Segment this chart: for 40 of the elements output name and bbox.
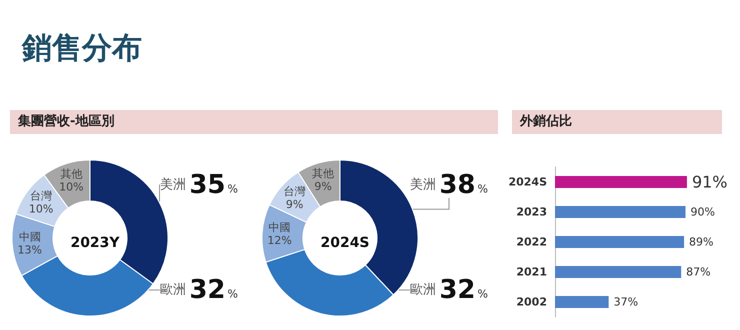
data-label: 87% [686, 266, 711, 278]
data-label: 35% [189, 170, 238, 200]
data-label: 32% [189, 275, 238, 305]
bar [555, 206, 686, 218]
data-label: 37% [614, 296, 638, 308]
text: 2023Y [70, 235, 120, 251]
data-label: 9% [286, 198, 304, 211]
slice-label: 台灣 [30, 189, 52, 202]
y-tick-label: 2022 [516, 236, 547, 248]
slice-label: 美洲 [410, 176, 436, 192]
bar [555, 266, 682, 278]
slice-label: 台灣 [284, 184, 306, 198]
data-label: 9% [314, 180, 332, 193]
slice-label: 其他 [60, 167, 82, 180]
data-label: 90% [690, 206, 715, 218]
data-label: 89% [689, 236, 714, 248]
data-label: 10% [59, 180, 84, 194]
data-label: 12% [267, 234, 292, 248]
y-tick-label: 2021 [516, 266, 547, 278]
data-label: 38% [439, 170, 488, 200]
slice-label: 歐洲 [160, 282, 186, 298]
text: 集團營收-地區別 [10, 110, 498, 134]
y-tick-label: 2002 [516, 296, 547, 308]
data-label: 32% [439, 275, 488, 305]
bar [555, 296, 609, 308]
chart-title: 外銷佔比 [512, 110, 722, 134]
data-label: 91% [692, 172, 728, 192]
slice-label: 美洲 [160, 176, 186, 192]
slice-label: 中國 [18, 230, 41, 244]
slice-label: 其他 [312, 166, 334, 180]
y-tick-label: 2024S [508, 176, 548, 188]
bar [555, 176, 687, 188]
data-label: 10% [28, 202, 54, 216]
y-tick-label: 2023 [516, 206, 547, 218]
slice-label: 中國 [268, 221, 291, 234]
data-label: 13% [18, 244, 42, 257]
slice-label: 歐洲 [410, 282, 436, 298]
text: 銷售分布 [22, 30, 142, 68]
bar [555, 236, 684, 248]
text: 2024S [320, 235, 370, 251]
